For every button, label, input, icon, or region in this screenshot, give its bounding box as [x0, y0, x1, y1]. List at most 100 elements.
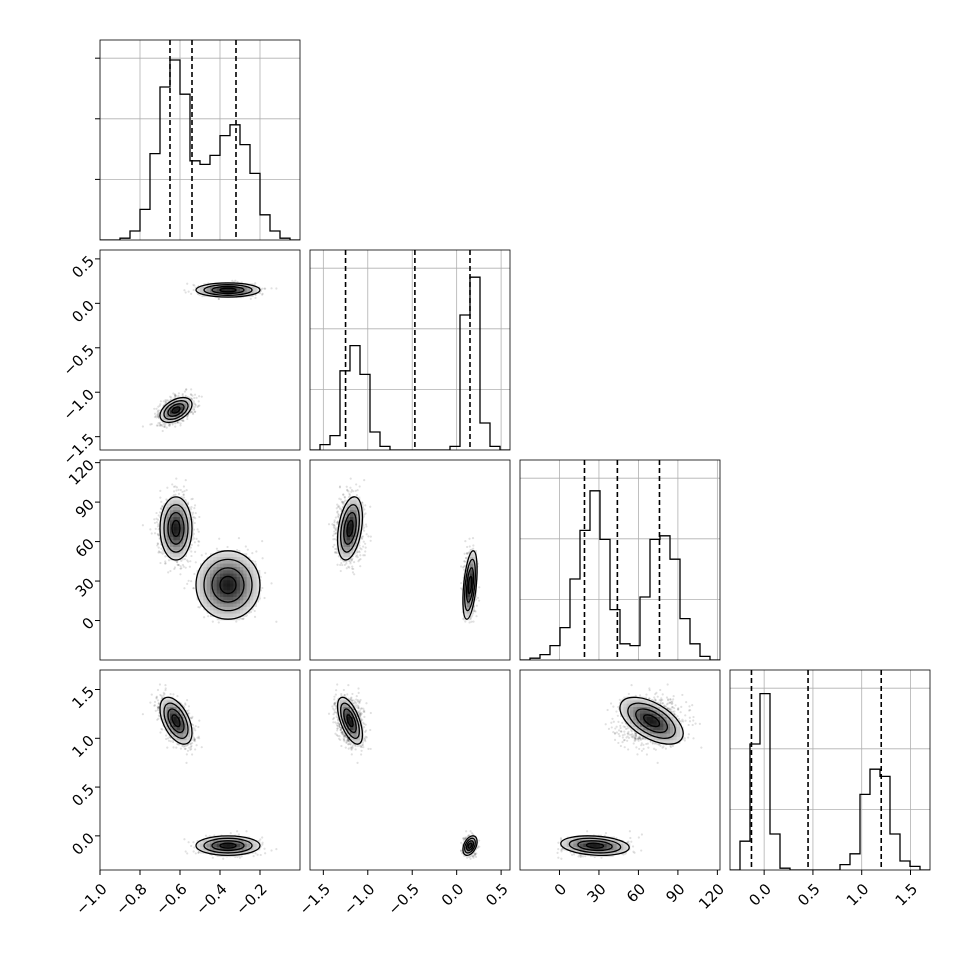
- sample-point: [160, 551, 163, 554]
- sample-point: [185, 388, 188, 391]
- density-cell: [220, 613, 224, 617]
- density-cell: [163, 540, 167, 544]
- sample-point: [153, 415, 157, 419]
- panel-content: [327, 477, 481, 624]
- density-cell: [233, 290, 237, 294]
- density-cell: [160, 416, 164, 421]
- density-cell: [243, 580, 247, 584]
- sample-point: [261, 292, 264, 295]
- sample-point: [334, 551, 337, 554]
- density-cell: [236, 286, 241, 291]
- density-cell: [233, 610, 237, 614]
- sample-point: [186, 582, 189, 585]
- y-tick-label-2-3: 90: [72, 495, 98, 521]
- density-cell: [173, 526, 177, 531]
- sample-point: [464, 620, 467, 623]
- sample-point: [237, 536, 241, 540]
- density-cell: [186, 400, 191, 404]
- density-cell: [213, 613, 217, 617]
- density-cell: [243, 283, 247, 287]
- sample-point: [253, 609, 256, 613]
- density-cell: [200, 596, 204, 601]
- density-cell: [166, 500, 171, 504]
- density-cell: [250, 596, 254, 601]
- density-cell: [186, 540, 191, 544]
- density-cell: [236, 613, 241, 617]
- sample-point: [364, 542, 367, 545]
- sample-point: [359, 547, 362, 550]
- sample-point: [157, 534, 161, 537]
- density-cell: [233, 600, 237, 604]
- sample-point: [190, 410, 193, 414]
- density-cell: [250, 600, 254, 604]
- sample-point: [156, 424, 159, 427]
- density-cell: [223, 613, 227, 617]
- sample-point: [459, 587, 463, 590]
- density-cell: [230, 593, 234, 597]
- sample-point: [157, 405, 160, 408]
- sample-point: [251, 552, 254, 555]
- sample-point: [467, 551, 471, 554]
- sample-point: [235, 620, 238, 623]
- density-cell: [243, 553, 247, 557]
- density-cell: [213, 586, 217, 591]
- sample-point: [183, 490, 186, 493]
- density-cell: [166, 403, 171, 407]
- sample-point: [350, 559, 353, 562]
- density-cell: [183, 546, 187, 551]
- sample-point: [465, 552, 469, 555]
- sample-point: [369, 505, 372, 508]
- sample-point: [359, 558, 362, 561]
- panel-frame: [99, 459, 301, 661]
- sample-point: [156, 413, 159, 416]
- sample-point: [164, 560, 167, 563]
- density-cell: [220, 560, 224, 564]
- density-cell: [253, 573, 257, 577]
- density-cell: [213, 566, 217, 571]
- density-cell: [170, 553, 174, 557]
- sample-point: [338, 485, 342, 488]
- density-cell: [226, 616, 231, 621]
- density-cell: [203, 566, 207, 571]
- contour-1-1: [211, 567, 245, 603]
- density-cell: [183, 403, 187, 407]
- density-cell: [243, 590, 247, 594]
- density-cell: [256, 590, 261, 594]
- sample-point: [196, 528, 199, 531]
- sample-point: [353, 573, 356, 576]
- y-tick-label-2-0: 0: [79, 614, 98, 633]
- sample-point: [340, 500, 343, 504]
- density-cell: [163, 410, 167, 414]
- sample-point: [336, 503, 339, 506]
- density-cell: [253, 286, 257, 291]
- sample-point: [217, 621, 220, 624]
- density-cell: [210, 596, 214, 601]
- density-cell: [180, 500, 184, 504]
- sample-point: [473, 610, 476, 613]
- sample-point: [256, 600, 260, 603]
- density-cell: [233, 576, 237, 581]
- sample-point: [254, 296, 257, 299]
- sample-point: [156, 525, 159, 528]
- density-cell: [170, 533, 174, 537]
- density-cell: [233, 603, 237, 607]
- density-cell: [183, 526, 187, 531]
- sample-point: [168, 424, 172, 427]
- density-cell: [230, 583, 234, 587]
- sample-point: [157, 421, 160, 425]
- panel-2-1: [309, 459, 511, 661]
- density-cell: [200, 570, 204, 574]
- density-cell: [213, 596, 217, 601]
- sample-point: [217, 297, 220, 301]
- density-cell: [206, 606, 211, 611]
- density-cell: [196, 286, 201, 291]
- density-cell: [206, 590, 211, 594]
- density-cell: [200, 576, 204, 581]
- sample-point: [364, 546, 367, 549]
- sample-point: [357, 560, 360, 563]
- sample-point: [343, 496, 347, 499]
- sample-point: [156, 411, 159, 414]
- density-cell: [253, 566, 257, 571]
- density-cell: [253, 563, 257, 567]
- density-cell: [176, 536, 181, 541]
